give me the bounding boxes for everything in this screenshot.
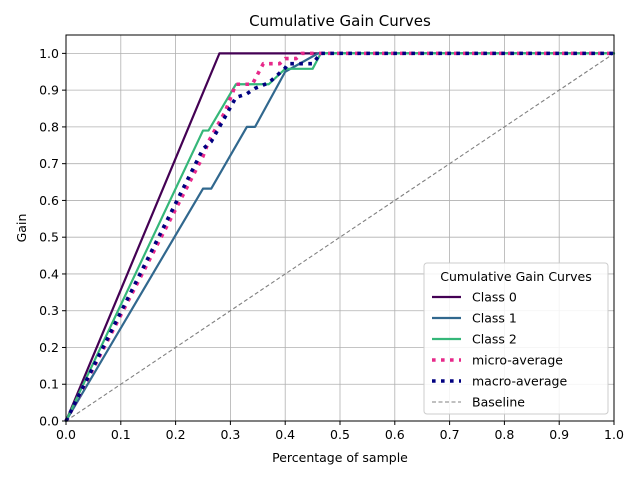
y-tick-label: 0.8	[39, 119, 59, 134]
series-lines	[64, 51, 616, 423]
y-tick-label: 0.1	[39, 377, 59, 392]
y-tick-label: 0.5	[39, 230, 59, 245]
x-tick-label: 0.1	[111, 427, 131, 442]
series-line-macro-average	[64, 51, 614, 422]
series-line-micro-average	[64, 51, 614, 422]
series-line-class-1	[64, 52, 616, 423]
x-tick-label: 0.0	[56, 427, 76, 442]
legend-items: Class 0 Class 1 Class 2 micro-average macro-…	[432, 290, 567, 410]
y-tick-label: 0.6	[39, 193, 59, 208]
x-tick-label: 0.7	[440, 427, 460, 442]
y-tick-label: 0.0	[39, 414, 59, 429]
legend-label-micro-average: micro-average	[472, 353, 563, 368]
x-tick-label: 0.5	[330, 427, 350, 442]
series-line-baseline	[65, 52, 615, 422]
x-tick-label: 0.2	[166, 427, 186, 442]
legend-label-class-0: Class 0	[472, 290, 517, 305]
y-tick-label: 0.7	[39, 156, 59, 171]
series-line-class-2	[64, 52, 616, 423]
chart-title: Cumulative Gain Curves	[249, 12, 431, 30]
legend-label-macro-average: macro-average	[472, 374, 567, 389]
legend-label-baseline: Baseline	[472, 395, 525, 410]
y-tick-label: 0.3	[39, 303, 59, 318]
y-axis-ticks: 0.0 0.1 0.2 0.3 0.4 0.5 0.6 0.7 0.8 0.9 1.0	[39, 46, 66, 429]
legend-title: Cumulative Gain Curves	[440, 269, 591, 284]
x-tick-label: 0.6	[385, 427, 405, 442]
x-axis-ticks: 0.0 0.1 0.2 0.3 0.4 0.5 0.6 0.7 0.8 0.9 1.0	[56, 421, 624, 442]
legend-label-class-2: Class 2	[472, 332, 517, 347]
y-tick-label: 0.4	[39, 266, 59, 281]
y-tick-label: 1.0	[39, 46, 59, 61]
legend-box	[423, 262, 609, 415]
x-tick-label: 0.9	[549, 427, 569, 442]
x-tick-label: 1.0	[604, 427, 624, 442]
x-axis-title: Percentage of sample	[272, 450, 408, 465]
y-axis-title: Gain	[14, 214, 29, 243]
x-tick-label: 0.4	[275, 427, 295, 442]
x-tick-label: 0.8	[494, 427, 514, 442]
x-tick-label: 0.3	[220, 427, 240, 442]
y-tick-label: 0.2	[39, 340, 59, 355]
legend-label-class-1: Class 1	[472, 311, 517, 326]
y-tick-label: 0.9	[39, 83, 59, 98]
